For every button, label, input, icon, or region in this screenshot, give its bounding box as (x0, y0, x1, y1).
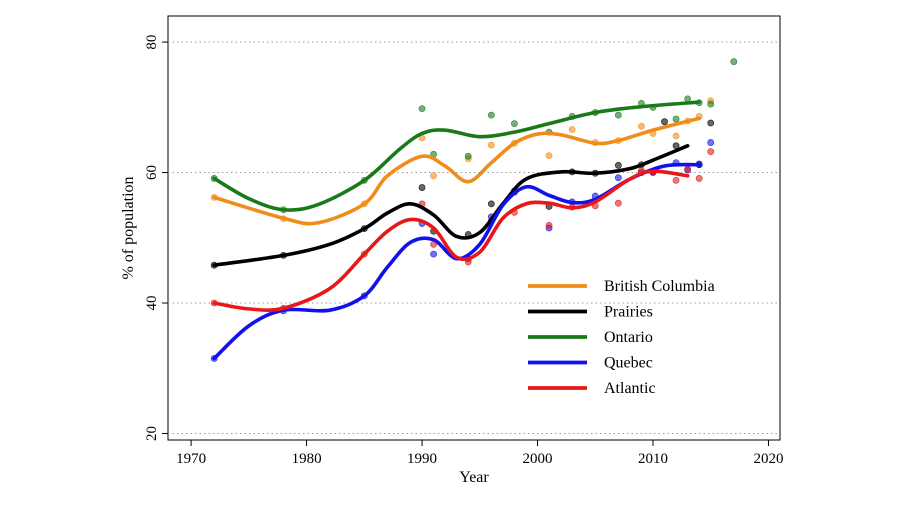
axes: 20 40 60 80 1970 1980 1990 2000 2010 2020 (144, 35, 783, 467)
x-axis-title: Year (459, 469, 489, 486)
point-quebec-17 (707, 139, 715, 146)
smoothed-curves (212, 100, 701, 361)
point-quebec-11 (614, 174, 622, 182)
point-ontario-7 (511, 120, 518, 128)
y-tick-label-40: 40 (144, 296, 160, 311)
point-british-columbia-9 (568, 126, 576, 133)
point-prairies-17 (707, 119, 715, 127)
point-prairies-3 (418, 184, 426, 191)
point-atlantic-14 (672, 176, 680, 184)
point-atlantic-8 (545, 221, 553, 229)
point-prairies-14 (661, 118, 668, 126)
x-tick-label-2000: 2000 (523, 451, 553, 467)
x-tick-label-1980: 1980 (292, 451, 322, 467)
point-ontario-17 (707, 100, 715, 108)
point-ontario-18 (730, 58, 738, 66)
y-tick-label-60: 60 (144, 165, 160, 180)
y-tick-label-80: 80 (144, 35, 160, 50)
point-atlantic-17 (707, 148, 715, 156)
curve-british-columbia (212, 116, 701, 226)
point-british-columbia-6 (487, 141, 495, 149)
legend-label-ontario: Ontario (604, 329, 653, 346)
curve-quebec (212, 162, 701, 361)
y-axis-title: % of population (120, 176, 137, 279)
point-british-columbia-12 (638, 122, 645, 130)
point-british-columbia-4 (430, 172, 437, 180)
x-tick-label-2010: 2010 (638, 451, 668, 467)
point-prairies-6 (487, 200, 495, 208)
point-ontario-5 (464, 152, 472, 160)
point-prairies-11 (614, 161, 622, 169)
point-ontario-11 (614, 111, 622, 119)
x-tick-label-1990: 1990 (407, 451, 437, 467)
point-atlantic-11 (614, 199, 622, 207)
x-tick-label-2020: 2020 (753, 451, 783, 467)
legend: British Columbia Prairies Ontario Quebec Atl… (528, 278, 715, 397)
legend-label-quebec: Quebec (604, 355, 653, 372)
point-atlantic-15 (684, 165, 692, 173)
curve-prairies (212, 144, 690, 267)
plot-frame (167, 15, 781, 441)
legend-label-atlantic: Atlantic (604, 380, 656, 397)
legend-label-british-columbia: British Columbia (604, 278, 715, 295)
point-atlantic-16 (695, 175, 703, 182)
point-british-columbia-8 (545, 152, 553, 159)
x-tick-label-1970: 1970 (176, 451, 206, 467)
curve-atlantic (212, 169, 690, 312)
point-ontario-14 (672, 115, 680, 123)
point-ontario-3 (418, 105, 426, 113)
point-ontario-6 (487, 111, 495, 119)
point-british-columbia-14 (672, 132, 680, 140)
point-quebec-4 (430, 250, 437, 258)
y-tick-label-20: 20 (144, 426, 160, 441)
legend-label-prairies: Prairies (604, 304, 653, 321)
curve-ontario (212, 100, 701, 212)
